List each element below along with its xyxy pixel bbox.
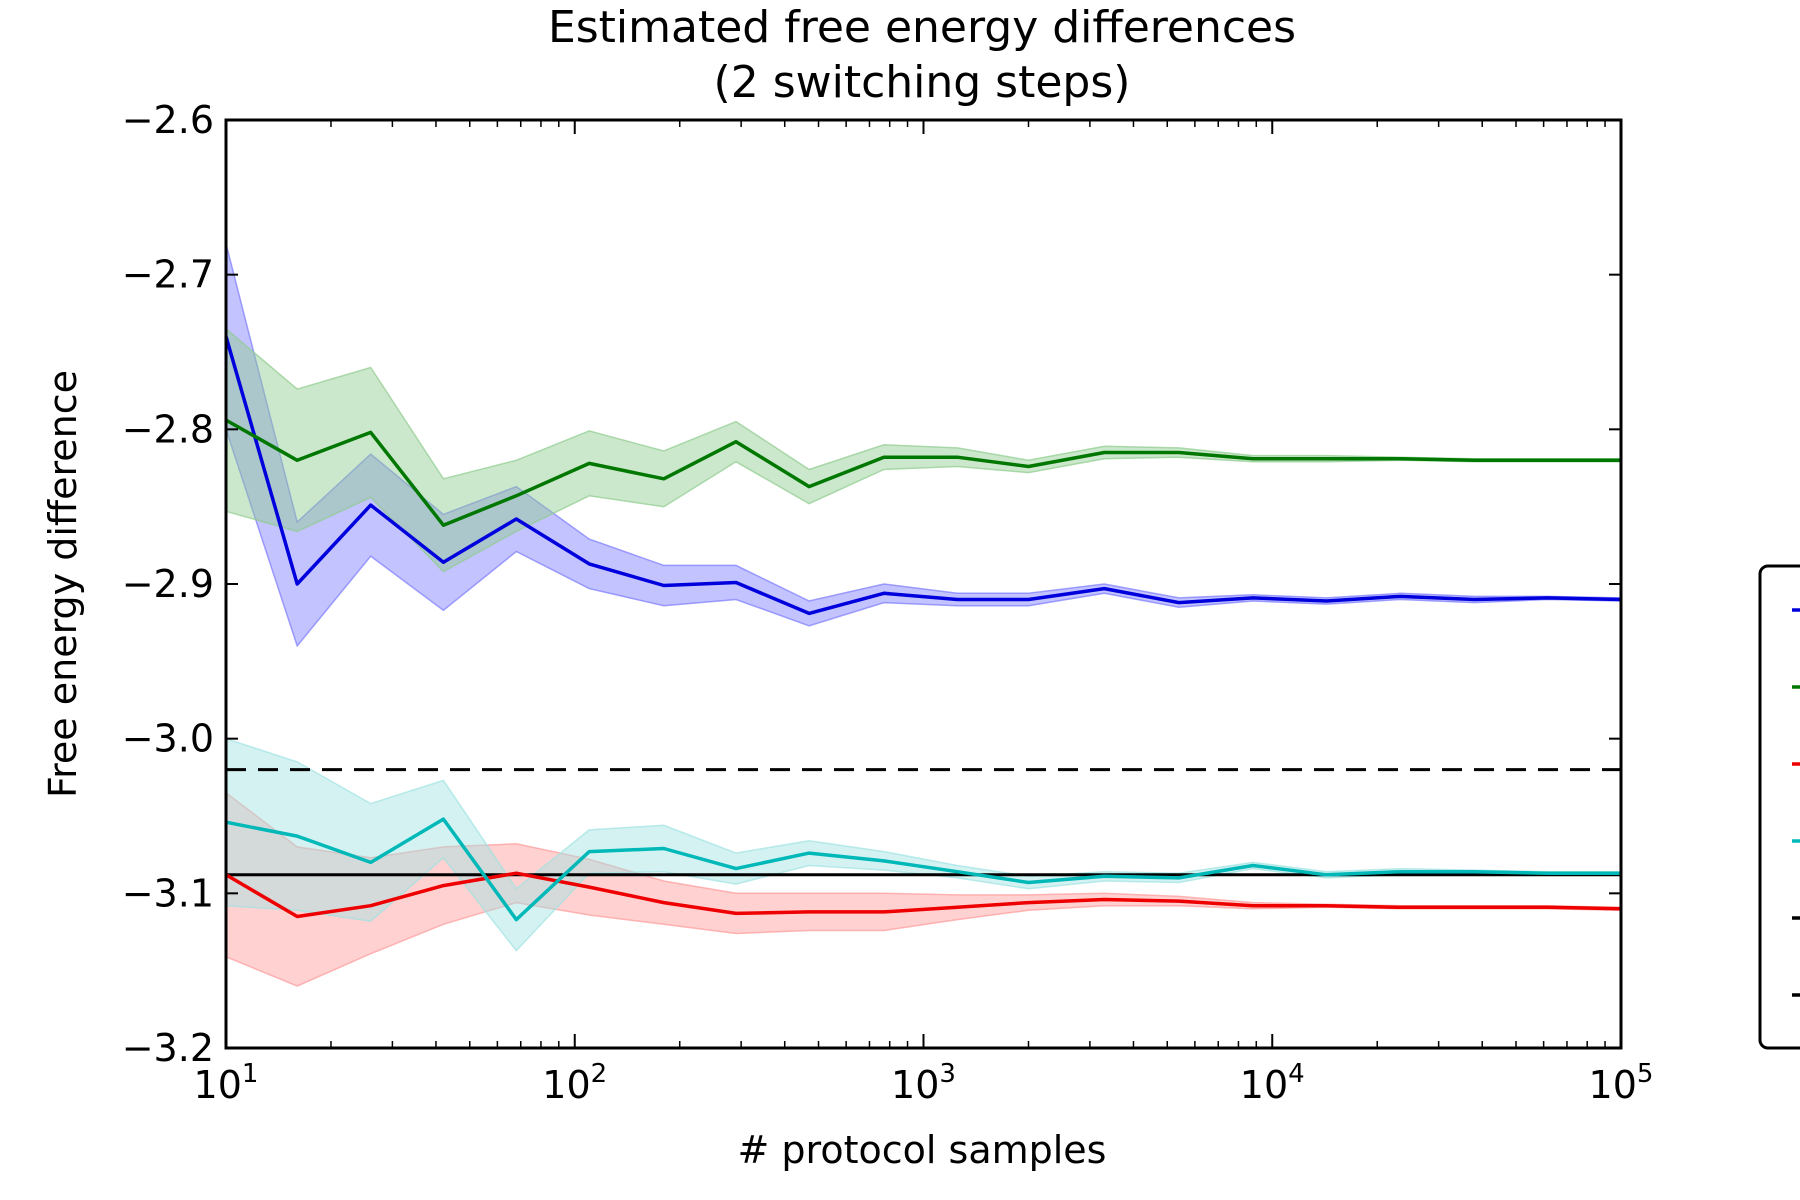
chart-title: Estimated free energy differences	[548, 2, 1296, 53]
y-tick-label: −2.7	[122, 253, 214, 297]
series-2-band	[225, 327, 1622, 573]
x-tick-label: 103	[891, 1059, 956, 1107]
x-tick-label: 105	[1589, 1059, 1654, 1107]
x-tick-label: 101	[194, 1059, 259, 1107]
y-tick-label: −2.8	[122, 407, 214, 451]
series-1-band	[225, 243, 1622, 648]
x-tick-label: 104	[1240, 1059, 1305, 1107]
chart-subtitle: (2 switching steps)	[714, 57, 1131, 108]
y-tick-label: −3.0	[122, 717, 214, 761]
plot-frame	[224, 118, 1623, 1050]
y-tick-label: −3.1	[122, 871, 214, 915]
series-1-line	[224, 336, 1622, 616]
series-lines	[224, 336, 1622, 922]
x-tick-label: 102	[542, 1059, 607, 1107]
y-tick-label: −3.2	[122, 1026, 214, 1070]
y-axis-label: Free energy difference	[41, 370, 85, 798]
series-2-line	[225, 418, 1621, 527]
series-4-line	[225, 817, 1621, 922]
reference-lines	[226, 768, 1621, 877]
series-3-line	[225, 871, 1622, 919]
y-tick-label: −2.9	[122, 562, 214, 606]
legend-frame	[1758, 564, 1800, 1050]
x-axis-label: # protocol samples	[738, 1128, 1107, 1172]
legend	[1758, 564, 1800, 1050]
y-tick-label: −2.6	[122, 98, 214, 142]
